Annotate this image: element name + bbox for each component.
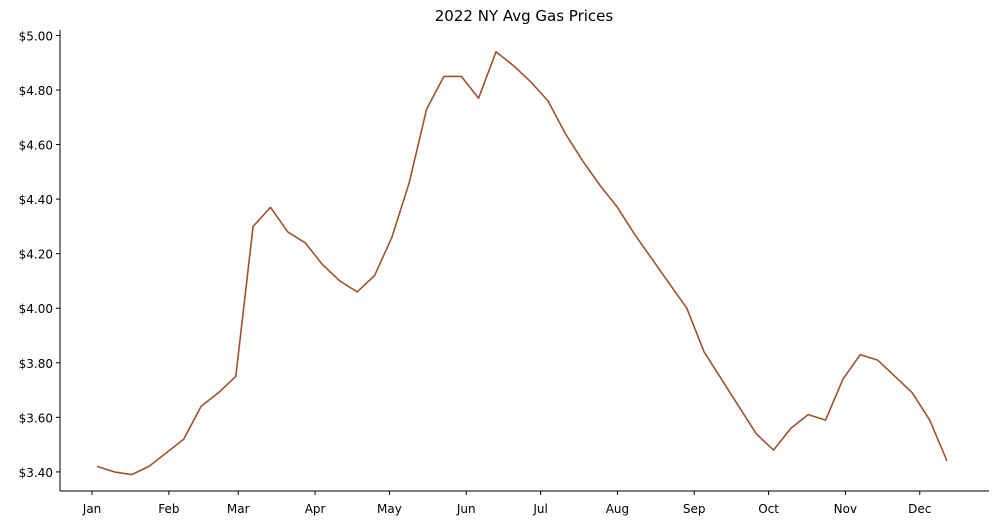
x-axis-ticks: Jan Feb Mar Apr May Jun Jul Aug Sep Oct Nov Dec <box>82 491 931 516</box>
y-tick-label: $3.40 <box>19 466 53 480</box>
chart-title: 2022 NY Avg Gas Prices <box>435 7 614 25</box>
x-tick-label: Feb <box>158 502 179 516</box>
y-tick-label: $4.60 <box>19 139 53 153</box>
x-tick-label: Jan <box>82 502 102 516</box>
x-tick-label: Sep <box>683 502 706 516</box>
y-tick-label: $3.80 <box>19 357 53 371</box>
x-tick-label: Jul <box>532 502 547 516</box>
series-line <box>96 50 948 476</box>
series-layer <box>96 50 948 476</box>
x-tick-label: Dec <box>908 502 931 516</box>
y-tick-label: $4.20 <box>19 248 53 262</box>
x-tick-label: Nov <box>834 502 857 516</box>
x-tick-label: Mar <box>227 502 250 516</box>
x-tick-label: Apr <box>305 502 326 516</box>
y-tick-label: $3.60 <box>19 411 53 425</box>
x-tick-label: Jun <box>456 502 476 516</box>
x-tick-label: Aug <box>606 502 629 516</box>
y-tick-label: $4.80 <box>19 84 53 98</box>
y-tick-label: $4.00 <box>19 302 53 316</box>
y-tick-label: $5.00 <box>19 29 53 43</box>
y-tick-label: $4.40 <box>19 193 53 207</box>
x-tick-label: May <box>377 502 402 516</box>
y-axis-ticks: $3.40 $3.60 $3.80 $4.00 $4.20 $4.40 $4.60 $4.80… <box>19 29 60 480</box>
x-tick-label: Oct <box>758 502 779 516</box>
